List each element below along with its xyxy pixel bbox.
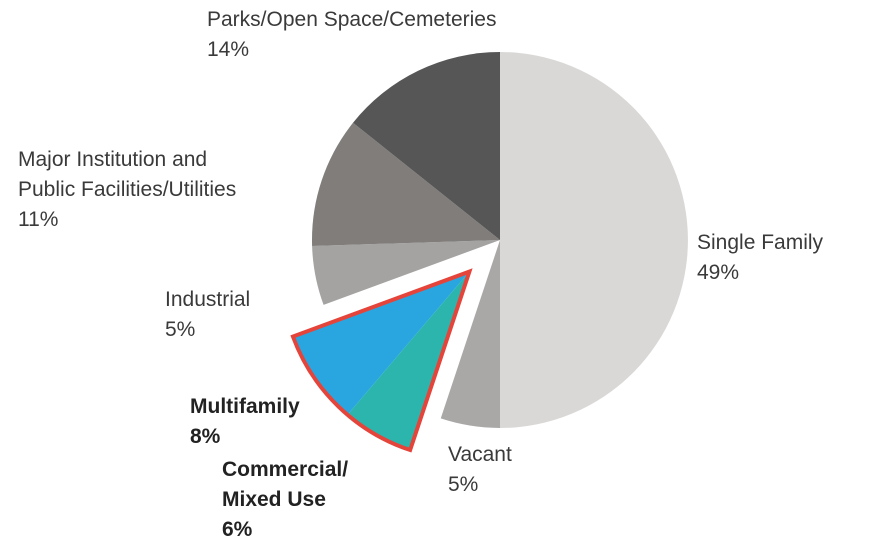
- pie-slice: [347, 271, 470, 451]
- pie-slice: [292, 271, 470, 415]
- pie-slice: [440, 240, 500, 428]
- category-label: Single Family: [697, 231, 824, 254]
- slice-label: Vacant 5%: [448, 440, 512, 500]
- value-label: 11%: [18, 208, 59, 231]
- value-label: 49%: [697, 261, 740, 284]
- slice-label: Commercial/ Mixed Use 6%: [222, 455, 348, 545]
- category-label: Multifamily: [190, 395, 300, 418]
- value-label: 8%: [190, 425, 221, 448]
- slice-label: Industrial 5%: [165, 285, 250, 345]
- category-label: Major Institution and Public Facilities/…: [18, 148, 237, 201]
- pie-slice: [312, 240, 500, 305]
- category-label: Vacant: [448, 443, 512, 466]
- pie-slice: [312, 122, 500, 247]
- category-label: Parks/Open Space/Cemeteries: [207, 8, 497, 31]
- highlight-outline: [290, 268, 473, 453]
- value-label: 14%: [207, 38, 250, 61]
- value-label: 5%: [448, 473, 479, 496]
- slice-label: Parks/Open Space/Cemeteries 14%: [207, 5, 496, 65]
- value-label: 6%: [222, 518, 253, 541]
- value-label: 5%: [165, 318, 196, 341]
- pie-slice: [353, 51, 500, 240]
- slice-label: Major Institution and Public Facilities/…: [18, 145, 236, 235]
- slice-label: Multifamily 8%: [190, 392, 300, 452]
- category-label: Industrial: [165, 288, 251, 311]
- category-label: Commercial/ Mixed Use: [222, 458, 349, 511]
- slice-label: Single Family 49%: [697, 228, 823, 288]
- pie-slice: [500, 52, 688, 428]
